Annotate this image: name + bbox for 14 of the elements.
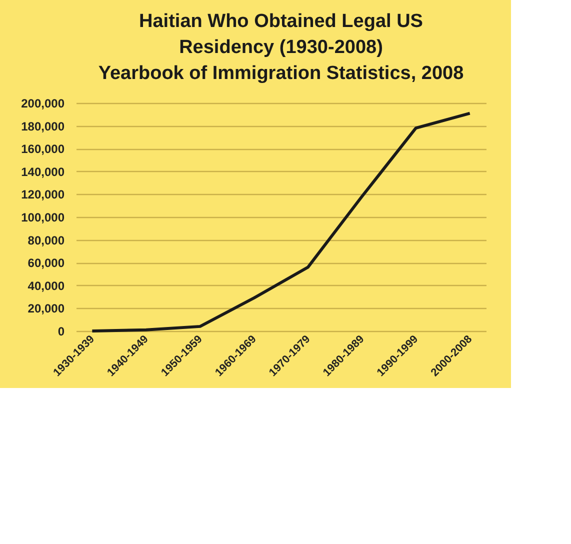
line-series xyxy=(90,112,472,332)
y-tick-label: 200,000 xyxy=(21,96,65,110)
chart-title: Haitian Who Obtained Legal US Residency (1930-2008) xyxy=(139,11,423,58)
y-tick-label: 20,000 xyxy=(28,302,65,316)
y-tick-label: 100,000 xyxy=(21,210,65,224)
y-tick-label: 80,000 xyxy=(28,233,65,248)
y-tick-label: 60,000 xyxy=(28,256,65,270)
y-tick-label: 140,000 xyxy=(21,164,65,179)
y-tick-label: 180,000 xyxy=(21,119,65,134)
y-tick-label: 40,000 xyxy=(28,278,65,293)
chart-subtitle: Yearbook of Immigration Statistics, 2008 xyxy=(98,63,464,84)
y-tick-label: 120,000 xyxy=(21,188,65,202)
y-tick-label: 0 xyxy=(58,324,65,338)
y-tick-label: 160,000 xyxy=(21,142,65,156)
